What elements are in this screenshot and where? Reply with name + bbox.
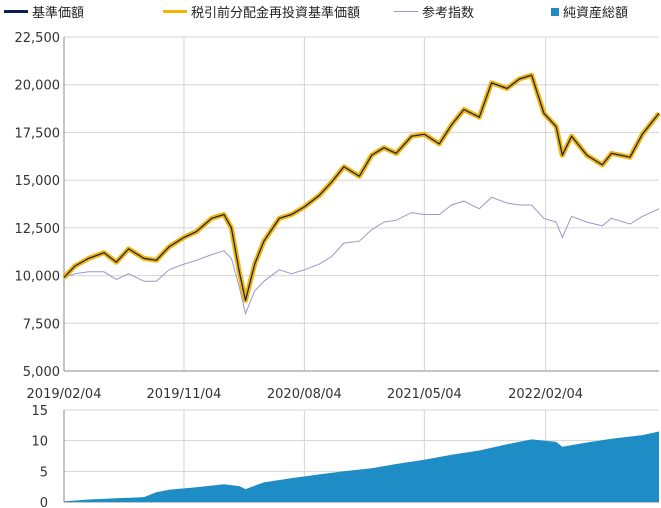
- main-y-tick-labels: 5,000 7,500 10,000 12,500 15,000 17,500 20,000…: [15, 31, 61, 380]
- assets-y-tick-label: 0: [40, 496, 48, 508]
- x-tick-label: 2022/02/04: [508, 387, 583, 402]
- nav-line: [63, 74, 660, 301]
- assets-y-tick-label: 15: [31, 404, 48, 419]
- y-tick-label: 15,000: [15, 174, 61, 189]
- x-tick-label: 2019/11/04: [146, 387, 221, 402]
- net-assets-area: [64, 431, 659, 502]
- y-tick-label: 7,500: [23, 317, 60, 332]
- legend-benchmark-swatch: [394, 11, 418, 12]
- y-tick-label: 22,500: [15, 31, 61, 46]
- legend-nav: 基準価額: [4, 2, 84, 21]
- y-tick-label: 5,000: [23, 365, 60, 380]
- legend-benchmark-label: 参考指数: [422, 6, 475, 21]
- legend-assets: 純資産総額: [551, 2, 628, 21]
- legend-reinvested-label: 税引前分配金再投資基準価額: [191, 6, 361, 21]
- legend-assets-swatch: [551, 7, 559, 16]
- assets-y-tick-label: 5: [40, 465, 48, 480]
- chart-legend: 基準価額 税引前分配金再投資基準価額 参考指数 純資産総額: [0, 0, 661, 22]
- legend-reinvested-swatch: [163, 10, 187, 13]
- main-x-tick-labels: 2019/02/04 2019/11/04 2020/08/04 2021/05/04…: [27, 387, 584, 402]
- x-tick-label: 2020/08/04: [267, 387, 342, 402]
- legend-nav-label: 基準価額: [32, 6, 85, 21]
- assets-y-tick-labels: 0 5 10 15: [31, 404, 48, 508]
- assets-plot-area: [64, 431, 659, 502]
- y-tick-label: 17,500: [15, 126, 61, 141]
- legend-assets-label: 純資産総額: [563, 6, 629, 21]
- x-tick-label: 2021/05/04: [387, 387, 462, 402]
- legend-nav-swatch: [4, 10, 28, 13]
- x-tick-label: 2019/02/04: [27, 387, 102, 402]
- y-tick-label: 10,000: [15, 270, 61, 285]
- legend-benchmark: 参考指数: [394, 2, 474, 21]
- benchmark-line: [63, 196, 660, 316]
- main-plot-area: [62, 72, 661, 316]
- y-tick-label: 20,000: [15, 79, 61, 94]
- assets-y-tick-label: 10: [31, 435, 48, 450]
- main-gridlines: [63, 36, 659, 372]
- legend-reinvested: 税引前分配金再投資基準価額: [163, 2, 360, 21]
- reinvested-nav-line: [62, 72, 661, 303]
- y-tick-label: 12,500: [15, 222, 61, 237]
